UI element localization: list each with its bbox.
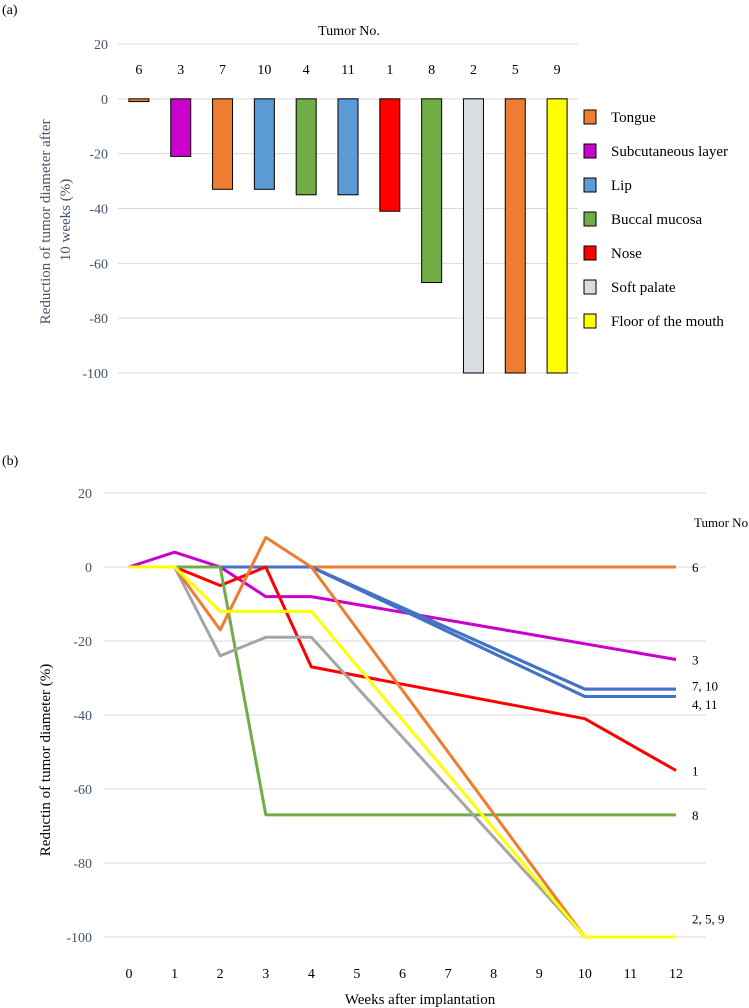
legend-swatch bbox=[583, 211, 597, 227]
series-line-tumor-10 bbox=[129, 565, 676, 691]
panel-b-x-tick-label: 3 bbox=[262, 967, 269, 982]
panel-b-legend-title: Tumor No. bbox=[694, 515, 749, 530]
panel-b-end-label: 2, 5, 9 bbox=[692, 912, 725, 927]
panel-a-bar bbox=[462, 98, 484, 374]
panel-b-end-labels: 6 3 7, 10 4, 11 1 8 2, 5, 9 bbox=[692, 560, 725, 927]
panel-b-y-tick-label: -80 bbox=[73, 857, 92, 872]
panel-b-x-tick-label: 11 bbox=[624, 967, 637, 982]
panel-b-x-tick-label: 7 bbox=[445, 967, 452, 982]
panel-a-y-tick-label: -60 bbox=[89, 257, 108, 272]
panel-b-x-tick-label: 1 bbox=[171, 967, 178, 982]
panel-a-y-axis-title: Reduction of tumor diameter after 10 wee… bbox=[38, 116, 74, 325]
panel-b-x-tick-label: 12 bbox=[669, 967, 683, 982]
panel-a-bar bbox=[379, 98, 401, 212]
panel-a-y-axis-title-line1: Reduction of tumor diameter after bbox=[38, 119, 54, 324]
panel-a-bar-chart: (a) 20 0 -20 -40 -60 -80 -100 Tumor No. 6 3 7 10 4… bbox=[2, 3, 728, 382]
legend-label: Floor of the mouth bbox=[611, 314, 724, 330]
panel-a-category-label: 11 bbox=[341, 63, 354, 78]
panel-a-category-label: 8 bbox=[428, 63, 435, 78]
panel-a-category-label: 7 bbox=[219, 63, 226, 78]
series-line-tumor-11 bbox=[129, 565, 676, 698]
panel-a-category-labels: 6 3 7 10 4 11 1 8 2 5 9 bbox=[135, 63, 560, 78]
panel-a-category-label: 10 bbox=[257, 63, 271, 78]
panel-a-category-label: 3 bbox=[177, 63, 184, 78]
panel-a-category-label: 4 bbox=[303, 63, 310, 78]
panel-a-bar bbox=[128, 98, 150, 103]
panel-b-label: (b) bbox=[2, 454, 19, 469]
panel-a-category-label: 9 bbox=[554, 63, 561, 78]
panel-b-x-tick-label: 5 bbox=[353, 967, 360, 982]
panel-b-end-label: 4, 11 bbox=[692, 697, 718, 712]
panel-b-end-label: 3 bbox=[692, 653, 699, 668]
legend-swatch bbox=[583, 313, 597, 329]
panel-a-category-label: 6 bbox=[135, 63, 142, 78]
panel-a-category-label: 2 bbox=[470, 63, 477, 78]
panel-b-end-label: 6 bbox=[692, 560, 699, 575]
legend-swatch bbox=[583, 109, 597, 125]
panel-a-bar bbox=[212, 98, 234, 190]
panel-b-x-tick-label: 0 bbox=[126, 967, 133, 982]
panel-b-x-axis-title: Weeks after implantation bbox=[345, 992, 496, 1008]
panel-b-end-label: 7, 10 bbox=[692, 678, 718, 693]
panel-a-label: (a) bbox=[2, 3, 18, 18]
panel-a-bar bbox=[337, 98, 359, 196]
panel-b-x-ticks: 0 1 2 3 4 5 6 7 8 9 10 11 12 bbox=[126, 967, 684, 982]
panel-b-x-tick-label: 4 bbox=[308, 967, 315, 982]
panel-a-y-tick-label: 0 bbox=[101, 93, 108, 108]
panel-b-y-tick-label: -100 bbox=[66, 931, 92, 946]
panel-b-line-chart: (b) 200-20-40-60-80-100 0 1 2 3 4 5 6 7 8 9 10 11 12… bbox=[2, 454, 749, 1008]
panel-a-category-label: 1 bbox=[386, 63, 393, 78]
panel-a-legend: Tongue Subcutaneous layer Lip Buccal mucosa… bbox=[583, 109, 728, 330]
panel-b-series-lines bbox=[128, 535, 677, 939]
panel-a-y-axis-title-line2: 10 weeks (%) bbox=[58, 179, 74, 261]
legend-label: Tongue bbox=[611, 110, 656, 126]
panel-b-y-tick-label: -20 bbox=[73, 635, 92, 650]
panel-b-x-tick-label: 6 bbox=[399, 967, 406, 982]
panel-b-x-tick-label: 10 bbox=[578, 967, 592, 982]
panel-a-bar bbox=[295, 98, 317, 196]
panel-a-y-tick-label: -100 bbox=[82, 367, 108, 382]
panel-b-y-ticks: 20 0 -20 -40 -60 -80 -100 bbox=[66, 487, 92, 946]
legend-label: Subcutaneous layer bbox=[611, 144, 728, 160]
panel-a-bar bbox=[504, 98, 526, 374]
panel-a-title: Tumor No. bbox=[318, 24, 380, 39]
panel-a-bars bbox=[128, 98, 568, 374]
panel-b-end-label: 8 bbox=[692, 808, 699, 823]
panel-a-y-tick-label: 20 bbox=[94, 38, 108, 53]
panel-a-y-tick-label: -40 bbox=[89, 203, 108, 218]
legend-label: Lip bbox=[611, 178, 632, 194]
series-line-tumor-7 bbox=[129, 565, 676, 691]
panel-b-y-tick-label: -40 bbox=[73, 709, 92, 724]
panel-b-x-tick-label: 8 bbox=[490, 967, 497, 982]
series-line-tumor-1 bbox=[129, 565, 677, 772]
panel-b-end-label: 1 bbox=[692, 764, 699, 779]
legend-swatch bbox=[583, 177, 597, 193]
panel-b-y-axis-title: Reductin of tumor diameter (%) bbox=[38, 664, 54, 856]
legend-label: Nose bbox=[611, 246, 642, 262]
panel-a-bar bbox=[546, 98, 568, 374]
panel-a-bar bbox=[253, 98, 275, 190]
panel-a-category-label: 5 bbox=[512, 63, 519, 78]
legend-swatch bbox=[583, 279, 597, 295]
series-line-tumor-2 bbox=[129, 565, 676, 939]
panel-b-y-tick-label: 20 bbox=[78, 487, 92, 502]
series-line-tumor-4 bbox=[129, 565, 676, 698]
panel-b-x-tick-label: 2 bbox=[217, 967, 224, 982]
panel-a-y-tick-label: -80 bbox=[89, 312, 108, 327]
legend-swatch bbox=[583, 143, 597, 159]
panel-b-x-tick-label: 9 bbox=[536, 967, 543, 982]
panel-b-y-tick-label: -60 bbox=[73, 783, 92, 798]
panel-a-bar bbox=[421, 98, 443, 284]
panel-a-bar bbox=[170, 98, 192, 157]
panel-a-y-ticks: 20 0 -20 -40 -60 -80 -100 bbox=[82, 38, 108, 382]
legend-label: Buccal mucosa bbox=[611, 212, 703, 228]
legend-swatch bbox=[583, 245, 597, 261]
series-line-tumor-9 bbox=[129, 565, 676, 939]
legend-label: Soft palate bbox=[611, 280, 676, 296]
panel-b-y-tick-label: 0 bbox=[85, 561, 92, 576]
panel-a-y-tick-label: -20 bbox=[89, 148, 108, 163]
